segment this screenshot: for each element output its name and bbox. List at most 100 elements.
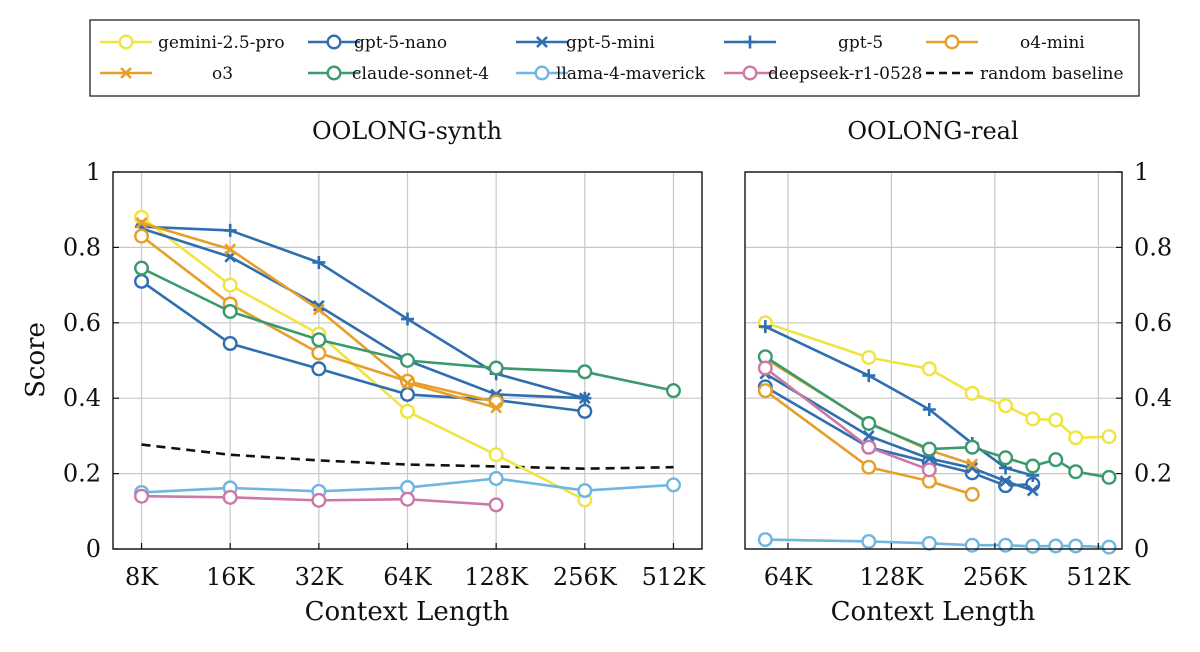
data-point [1026,484,1039,497]
legend-marker-circle [742,65,758,81]
data-point [1025,538,1041,554]
data-point [222,336,238,352]
data-point [921,441,937,457]
data-point [665,383,681,399]
data-point [922,403,936,417]
data-point [401,312,414,326]
legend-label: gpt-5 [838,33,883,53]
series-llama-4-maverick [757,532,1117,555]
x-tick-label: 256K [963,563,1028,591]
data-point [861,459,877,475]
chart-synth-ylabel: Score [21,322,51,398]
x-tick-label: 128K [860,563,925,591]
data-point [488,447,504,463]
legend-marker-circle [534,65,550,81]
legend-marker-circle [326,65,342,81]
legend-label: gpt-5-nano [354,33,447,53]
data-point [861,415,877,431]
data-point [224,243,237,256]
data-point [577,483,593,499]
legend-entry-claude-sonnet-4: claude-sonnet-4 [308,64,489,84]
data-point [577,403,593,419]
x-tick-label: 512K [642,563,707,591]
data-point [400,353,416,369]
series-claude-sonnet-4 [757,349,1117,485]
data-point [861,349,877,365]
x-tick-label: 8K [125,563,159,591]
series-gemini-2-5-pro [134,209,593,508]
series-group [134,209,681,513]
data-point [488,360,504,376]
series-line [140,280,585,413]
data-point [312,299,325,312]
legend-marker-circle [944,34,960,50]
series-claude-sonnet-4 [134,260,681,399]
legend-entry-random-baseline: random baseline [926,64,1124,84]
legend-entry-deepseek-r1-0528: deepseek-r1-0528 [724,64,922,84]
data-point [222,489,238,505]
legend-entry-llama-4-maverick: llama-4-maverick [516,64,706,84]
legend-label: llama-4-maverick [556,64,706,84]
data-point [921,535,937,551]
legend-label: gemini-2.5-pro [158,33,285,53]
data-point [1101,469,1117,485]
series-line [764,389,973,496]
data-point [134,228,150,244]
x-tick-label: 512K [1066,563,1131,591]
data-point [861,533,877,549]
legend-entry-gemini-2-5-pro: gemini-2.5-pro [100,33,285,53]
y-tick-label: 0 [86,535,101,563]
data-point [1048,452,1064,468]
legend-marker-circle [326,34,342,50]
legend-marker-x [536,36,548,48]
data-point [1068,430,1084,446]
data-point [862,369,876,383]
chart-synth-xlabel: Context Length [305,597,510,627]
data-point [488,471,504,487]
series-line [764,372,1034,492]
y-tick-label: 0.2 [63,460,101,488]
data-point [577,364,593,380]
data-point [921,361,937,377]
data-point [135,216,148,229]
data-point [488,497,504,513]
series-line [140,216,586,502]
legend-marker-x [120,67,132,79]
legend-entry-gpt-5: gpt-5 [724,33,883,53]
series-deepseek-r1-0528 [757,360,937,478]
legend-label: claude-sonnet-4 [352,64,489,84]
x-tick-label: 64K [383,563,433,591]
legend-marker-circle [118,34,134,50]
legend-entry-gpt-5-nano: gpt-5-nano [308,33,447,53]
plot-frame [744,171,1123,550]
legend-entry-o3: o3 [100,64,233,84]
data-point [1101,429,1117,445]
data-point [312,303,325,316]
chart-real-title: OOLONG-real [847,117,1018,145]
x-tick-label: 256K [553,563,618,591]
data-point [134,260,150,276]
data-point [311,492,327,508]
data-point [966,462,979,474]
data-point [400,491,416,507]
chart-synth: OOLONG-synth 8K 16K 32K 64K 128K 256K 512K 0 0.2… [21,117,706,627]
data-point [862,429,875,442]
legend-label: random baseline [980,64,1124,84]
data-point [966,458,979,471]
data-point [665,477,681,493]
data-point [757,360,773,376]
data-point [964,385,980,401]
y-tick-label: 0.4 [63,384,101,412]
data-point [964,439,980,455]
data-point [222,277,238,293]
data-point [222,303,238,319]
data-point [578,391,592,405]
series-line [141,225,586,400]
x-tick-label: 16K [206,563,256,591]
series-group [757,315,1117,555]
data-point [921,462,937,478]
data-point [401,377,414,390]
data-point [1068,464,1084,480]
data-point [757,383,773,399]
